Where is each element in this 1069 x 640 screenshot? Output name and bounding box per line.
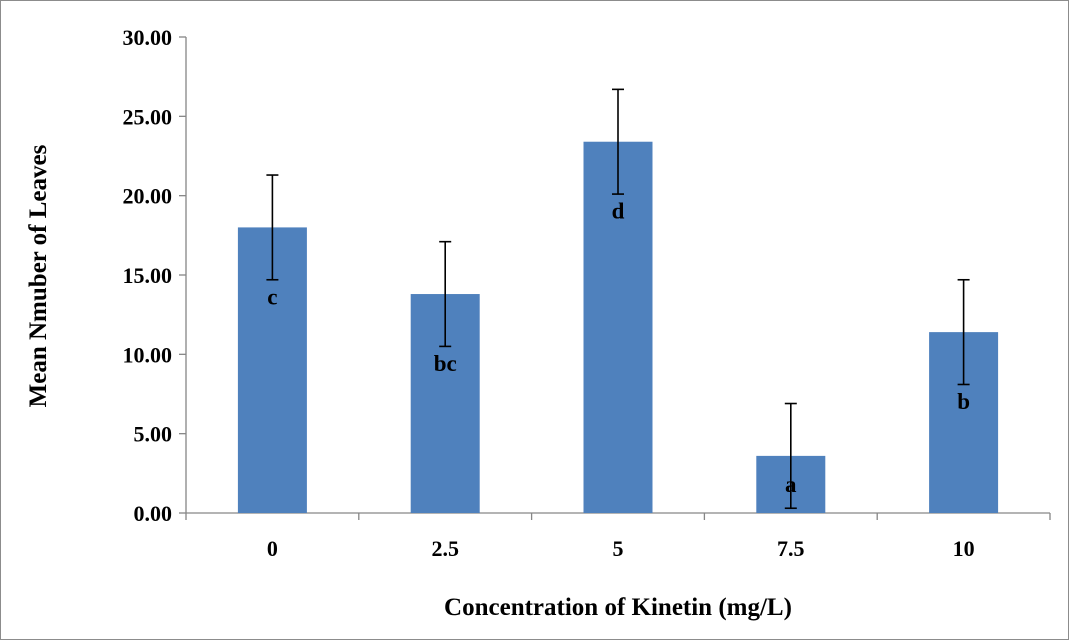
x-tick-label: 5 bbox=[613, 536, 624, 561]
x-axis-title: Concentration of Kinetin (mg/L) bbox=[444, 594, 792, 621]
significance-letter: a bbox=[785, 472, 797, 497]
y-axis: 0.00 5.00 10.00 15.00 20.00 25.00 30.00 bbox=[123, 25, 187, 526]
significance-letter: bc bbox=[434, 351, 457, 376]
error-bars bbox=[266, 88, 970, 510]
x-tick-label: 7.5 bbox=[777, 536, 805, 561]
y-tick-label: 30.00 bbox=[123, 25, 173, 50]
y-tick-label: 20.00 bbox=[123, 184, 173, 209]
y-tick-label: 15.00 bbox=[123, 263, 173, 288]
y-tick-label: 10.00 bbox=[123, 342, 173, 367]
bars bbox=[237, 141, 999, 513]
x-axis: 0 2.5 5 7.5 10 bbox=[185, 512, 1051, 561]
y-axis-title: Mean Nmuber of Leaves bbox=[25, 144, 52, 407]
y-tick-label: 5.00 bbox=[134, 422, 173, 447]
bar bbox=[583, 141, 653, 513]
x-tick-label: 0 bbox=[267, 536, 278, 561]
significance-letter: d bbox=[612, 199, 625, 224]
significance-letters: c bc d a b bbox=[267, 199, 970, 497]
y-tick-label: 25.00 bbox=[123, 104, 173, 129]
significance-letter: c bbox=[267, 284, 277, 309]
y-tick-label: 0.00 bbox=[134, 501, 173, 526]
x-tick-label: 2.5 bbox=[431, 536, 459, 561]
x-tick-label: 10 bbox=[953, 536, 975, 561]
significance-letter: b bbox=[957, 389, 970, 414]
